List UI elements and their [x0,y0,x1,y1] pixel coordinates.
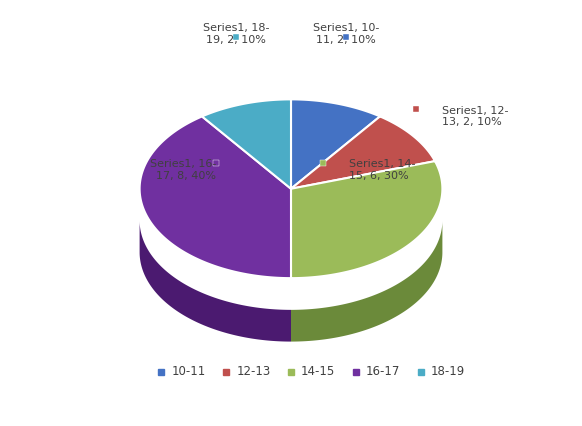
Text: 10-11: 10-11 [171,366,205,378]
Polygon shape [291,221,442,342]
Text: 14-15: 14-15 [301,366,335,378]
Polygon shape [291,116,435,189]
Text: Series1, 14-
15, 6, 30%: Series1, 14- 15, 6, 30% [349,159,415,181]
Text: Series1, 16-
17, 8, 40%: Series1, 16- 17, 8, 40% [150,159,216,181]
Polygon shape [291,99,380,189]
Polygon shape [140,116,291,278]
Polygon shape [140,221,291,342]
Text: 18-19: 18-19 [431,366,465,378]
Text: Series1, 18-
19, 2, 10%: Series1, 18- 19, 2, 10% [203,23,269,45]
Polygon shape [202,99,291,189]
Polygon shape [291,161,442,278]
Text: Series1, 12-
13, 2, 10%: Series1, 12- 13, 2, 10% [442,106,509,127]
Text: 12-13: 12-13 [236,366,271,378]
Text: 16-17: 16-17 [366,366,400,378]
Text: Series1, 10-
11, 2, 10%: Series1, 10- 11, 2, 10% [313,23,379,45]
